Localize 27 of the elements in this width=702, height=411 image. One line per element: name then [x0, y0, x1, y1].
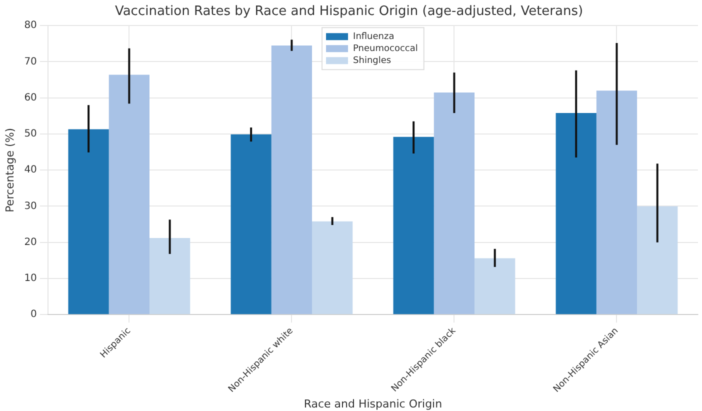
y-tick-label: 30	[24, 200, 37, 212]
y-axis-title: Percentage (%)	[3, 128, 16, 212]
legend-label: Shingles	[353, 56, 392, 66]
bar	[637, 206, 678, 314]
y-tick-label: 60	[24, 92, 37, 104]
y-tick-label: 70	[24, 56, 37, 68]
legend-label: Influenza	[353, 32, 394, 42]
bar	[150, 238, 190, 314]
y-tick-label: 80	[24, 20, 37, 32]
bar	[434, 92, 475, 314]
y-tick-label: 50	[24, 128, 37, 140]
x-axis-title: Race and Hispanic Origin	[304, 397, 442, 410]
bar	[393, 136, 434, 314]
bar	[312, 221, 353, 314]
bar	[596, 90, 638, 314]
bar	[230, 134, 272, 314]
chart-title: Vaccination Rates by Race and Hispanic Origin (age-adjusted, Veterans)	[114, 4, 584, 20]
bar	[474, 258, 516, 314]
bar	[556, 113, 596, 314]
y-tick-label: 0	[30, 309, 37, 320]
y-tick-label: 10	[24, 273, 37, 284]
y-tick-label: 20	[24, 236, 37, 248]
bar	[271, 45, 312, 314]
bar	[68, 129, 109, 314]
legend-label: Pneumococcal	[353, 44, 418, 54]
y-tick-label: 40	[24, 164, 37, 176]
bar	[108, 74, 150, 314]
